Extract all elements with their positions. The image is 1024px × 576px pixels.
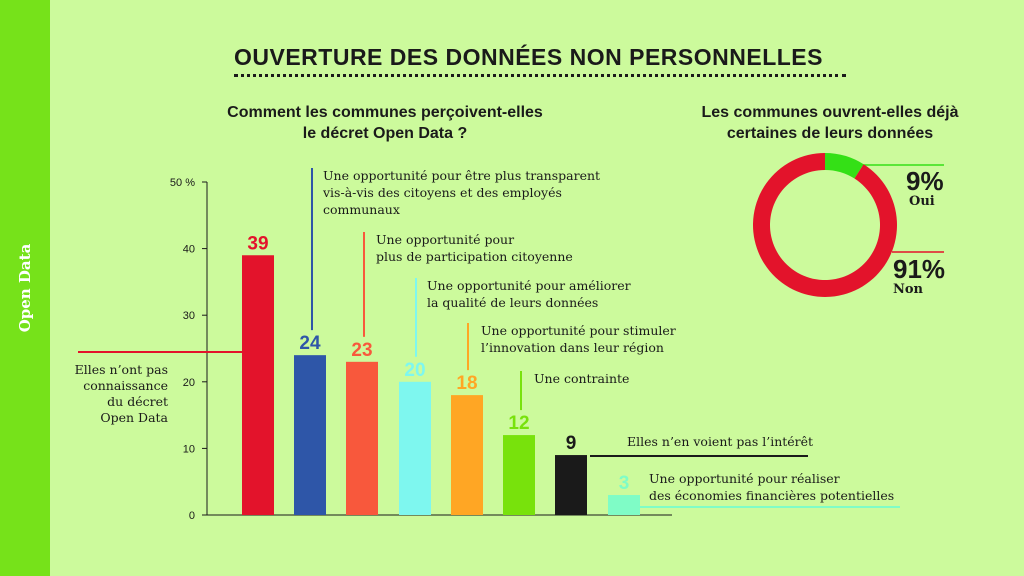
bar-value-label: 20 [404,360,425,381]
page-title: OUVERTURE DES DONNÉES NON PERSONNELLES [234,44,823,70]
category-label: connaissance [83,378,168,393]
bar [451,395,483,515]
bar-value-label: 12 [508,413,529,434]
bar [346,361,378,515]
category-label: plus de participation citoyenne [376,249,573,264]
y-tick-label: 20 [183,377,195,389]
bar-value-label: 39 [247,233,268,254]
category-label: vis-à-vis des citoyens et des employés [322,185,562,200]
donut-chart [753,153,897,297]
donut-chart-title-line: Les communes ouvrent-elles déjà [701,104,959,121]
bar-value-label: 18 [456,373,477,394]
y-tick-label: 50 % [170,177,195,189]
category-label: Open Data [100,410,168,425]
bar [399,381,431,515]
bar [555,455,587,515]
y-tick-label: 0 [189,510,195,522]
bar-value-label: 24 [299,333,321,354]
donut-slice-oui [825,153,864,179]
y-tick-label: 10 [183,443,195,455]
category-label: Une opportunité pour être plus transpare… [323,168,600,183]
y-tick-label: 40 [183,244,195,256]
donut-chart-title: Les communes ouvrent-elles déjà certaine… [680,102,980,144]
slice-oui-label: Oui [909,194,935,209]
sidebar: Open Data [0,0,50,576]
category-label: Une opportunité pour réaliser [649,471,840,486]
donut-chart-title-line: certaines de leurs données [726,125,934,142]
category-label: du décret [107,394,168,409]
bar-chart-title-line: le décret Open Data ? [302,125,468,142]
bar-value-label: 23 [351,340,372,361]
category-label: communaux [323,202,400,217]
bar-value-label: 9 [566,433,577,454]
category-label: Elles n’en voient pas l’intérêt [627,434,813,449]
bar-value-label: 3 [619,473,630,494]
bar-chart-title: Comment les communes perçoivent-elles le… [190,102,580,144]
category-label: Une contrainte [534,371,629,386]
category-label: des économies financières potentielles [649,488,894,503]
y-tick-label: 30 [183,310,195,322]
bar [503,435,535,515]
category-label: la qualité de leurs données [427,295,598,310]
category-label: Une opportunité pour [376,232,514,247]
slice-non-percent: 91% [893,254,946,284]
title-divider [234,74,846,77]
category-label: Une opportunité pour stimuler [481,323,676,338]
category-label: Elles n’ont pas [75,362,168,377]
bar [608,495,640,515]
bar [294,355,326,515]
slice-non-label: Non [893,282,924,297]
bar-chart-title-line: Comment les communes perçoivent-elles [227,104,543,121]
category-label: l’innovation dans leur région [481,340,664,355]
bar [242,255,274,515]
slice-oui-percent: 9% [906,166,944,196]
donut-slice-non [753,153,897,297]
category-label: Une opportunité pour améliorer [427,278,631,293]
